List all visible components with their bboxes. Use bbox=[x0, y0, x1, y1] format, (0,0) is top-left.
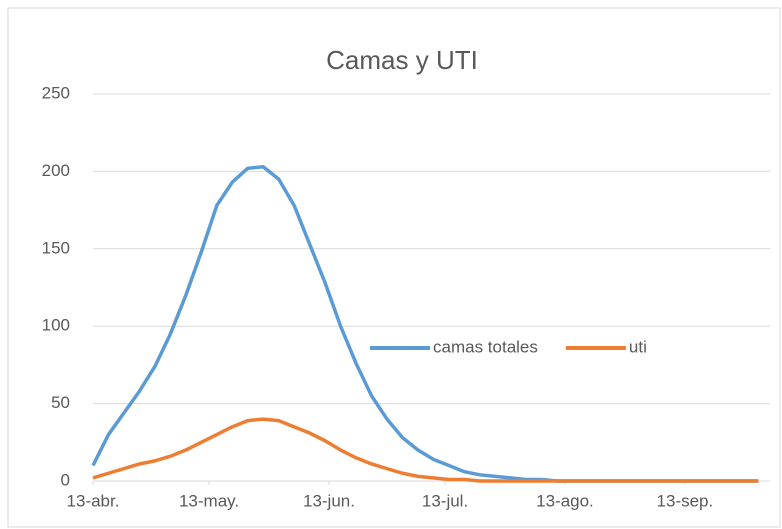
x-tick-label: 13-abr. bbox=[67, 491, 120, 510]
y-tick-label: 50 bbox=[51, 393, 70, 412]
x-tick-label: 13-ago. bbox=[536, 491, 594, 510]
chart-title: Camas y UTI bbox=[326, 45, 478, 75]
y-tick-label: 200 bbox=[42, 161, 70, 180]
y-tick-label: 0 bbox=[61, 470, 70, 489]
x-tick-label: 13-may. bbox=[179, 491, 239, 510]
y-tick-label: 100 bbox=[42, 316, 70, 335]
y-tick-label: 250 bbox=[42, 83, 70, 102]
x-tick-label: 13-jul. bbox=[422, 491, 468, 510]
legend-label: uti bbox=[629, 337, 647, 356]
line-series bbox=[92, 417, 759, 483]
x-tick-label: 13-sep. bbox=[657, 491, 714, 510]
chart-border bbox=[7, 7, 781, 528]
legend-label: camas totales bbox=[433, 337, 538, 356]
x-tick-label: 13-jun. bbox=[303, 491, 355, 510]
y-tick-label: 150 bbox=[42, 238, 70, 257]
